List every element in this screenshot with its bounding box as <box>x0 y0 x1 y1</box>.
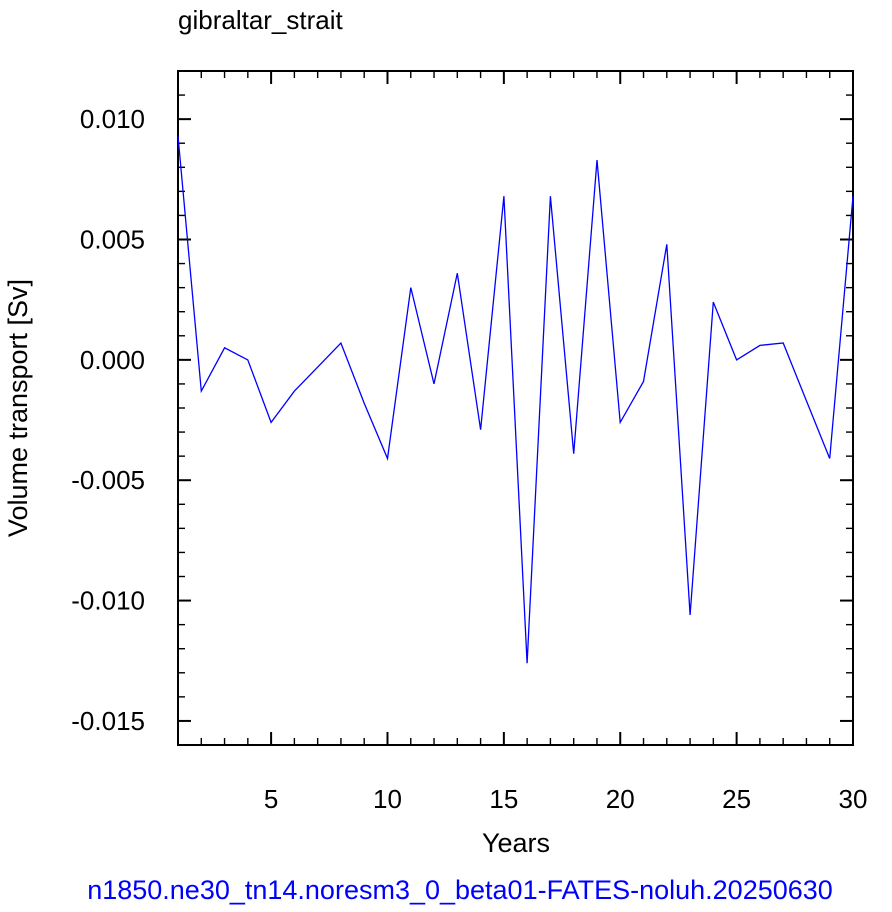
x-tick-label: 5 <box>264 784 278 814</box>
y-axis-label: Volume transport [Sv] <box>3 279 33 537</box>
plot-area <box>177 70 854 746</box>
y-tick-label: -0.005 <box>71 465 145 495</box>
x-tick-label: 15 <box>489 784 518 814</box>
y-tick-label: 0.005 <box>80 225 145 255</box>
x-tick-labels: 5 10 15 20 25 30 <box>264 784 868 814</box>
series-line <box>177 135 854 664</box>
y-tick-label: 0.000 <box>80 345 145 375</box>
x-tick-label: 30 <box>839 784 868 814</box>
x-tick-label: 20 <box>606 784 635 814</box>
x-axis-label: Years <box>482 828 550 858</box>
y-tick-label: -0.015 <box>71 706 145 736</box>
y-tick-label: 0.010 <box>80 104 145 134</box>
y-tick-labels: 0.010 0.005 0.000 -0.005 -0.010 -0.015 <box>71 104 145 736</box>
x-tick-label: 25 <box>722 784 751 814</box>
chart-title: gibraltar_strait <box>178 5 344 35</box>
footer-case-name: n1850.ne30_tn14.noresm3_0_beta01-FATES-n… <box>87 875 833 905</box>
y-tick-label: -0.010 <box>71 586 145 616</box>
plot-border <box>177 70 854 746</box>
x-tick-label: 10 <box>373 784 402 814</box>
axis-ticks <box>177 70 854 746</box>
